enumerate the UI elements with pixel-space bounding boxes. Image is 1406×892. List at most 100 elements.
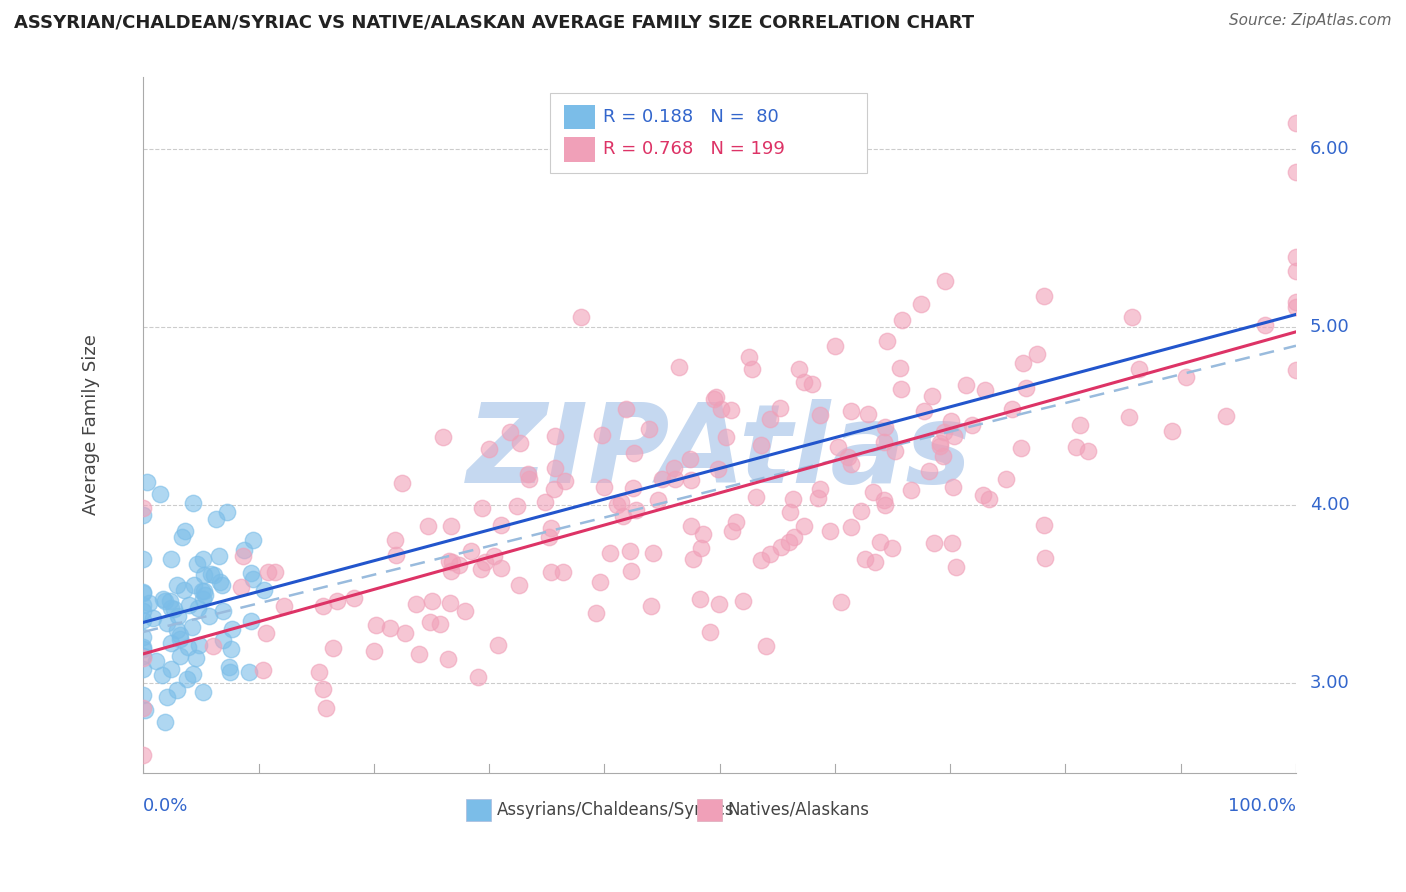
Point xyxy=(941,536,963,550)
Point xyxy=(215,505,238,519)
Point xyxy=(942,429,965,443)
Point xyxy=(921,389,943,403)
Point xyxy=(163,602,186,616)
Point xyxy=(326,594,349,608)
Point xyxy=(252,663,274,677)
Point xyxy=(194,588,217,602)
Point xyxy=(159,552,181,566)
Point xyxy=(191,552,214,566)
Point xyxy=(232,549,254,563)
Point xyxy=(1285,363,1308,377)
Point xyxy=(176,672,198,686)
Point xyxy=(1012,356,1035,370)
Point xyxy=(818,524,841,538)
Point xyxy=(132,598,155,612)
Point xyxy=(1066,440,1088,454)
Point xyxy=(1001,402,1024,417)
Point xyxy=(977,492,1000,507)
Point xyxy=(710,401,733,416)
Point xyxy=(132,586,155,600)
Point xyxy=(620,564,643,578)
Point xyxy=(1174,370,1197,384)
Text: 6.00: 6.00 xyxy=(1310,140,1350,158)
Point xyxy=(551,566,574,580)
Point xyxy=(647,493,669,508)
Point xyxy=(419,615,441,630)
Point xyxy=(460,544,482,558)
Point xyxy=(783,530,806,544)
Point xyxy=(749,438,772,452)
Point xyxy=(308,665,330,680)
Point xyxy=(315,701,337,715)
Point xyxy=(181,496,204,510)
Point xyxy=(856,407,879,421)
Point xyxy=(942,480,965,494)
Point xyxy=(900,483,922,497)
Point xyxy=(177,640,200,654)
Point xyxy=(219,642,242,657)
Point xyxy=(138,596,160,610)
Point xyxy=(589,574,612,589)
Point xyxy=(132,650,155,665)
Point xyxy=(440,564,463,578)
Point xyxy=(202,568,225,582)
Point xyxy=(599,546,621,560)
Point xyxy=(606,499,628,513)
Point xyxy=(891,312,914,326)
Text: 4.00: 4.00 xyxy=(1310,496,1350,514)
Point xyxy=(166,683,188,698)
Point xyxy=(808,408,831,422)
Point xyxy=(787,362,810,376)
Point xyxy=(839,404,862,418)
Point xyxy=(239,614,262,628)
Point xyxy=(827,440,849,454)
Point xyxy=(807,491,830,506)
Point xyxy=(912,404,935,418)
Point xyxy=(1215,409,1237,423)
Point xyxy=(540,566,562,580)
Point xyxy=(416,519,439,533)
Point xyxy=(508,578,530,592)
Point xyxy=(177,599,200,613)
Text: Natives/Alaskans: Natives/Alaskans xyxy=(727,801,869,819)
Point xyxy=(941,414,963,428)
Point xyxy=(853,552,876,566)
Point xyxy=(679,452,702,467)
Point xyxy=(516,467,538,481)
Point xyxy=(641,546,664,560)
Point xyxy=(408,648,430,662)
Point xyxy=(1032,517,1054,532)
Point xyxy=(218,660,240,674)
Point xyxy=(543,483,565,497)
Point xyxy=(955,378,977,392)
Point xyxy=(517,472,540,486)
Point xyxy=(169,627,191,641)
Point xyxy=(1015,380,1038,394)
Point xyxy=(166,578,188,592)
Point xyxy=(211,578,233,592)
Text: ASSYRIAN/CHALDEAN/SYRIAC VS NATIVE/ALASKAN AVERAGE FAMILY SIZE CORRELATION CHART: ASSYRIAN/CHALDEAN/SYRIAC VS NATIVE/ALASK… xyxy=(14,13,974,31)
Point xyxy=(150,668,173,682)
Point xyxy=(922,535,945,549)
Point xyxy=(499,425,522,439)
Point xyxy=(219,665,242,679)
Point xyxy=(471,501,494,516)
Point xyxy=(974,383,997,397)
Point xyxy=(209,574,232,589)
Point xyxy=(910,297,932,311)
Point xyxy=(1033,551,1056,566)
Point xyxy=(714,430,737,444)
Point xyxy=(808,482,831,496)
Point xyxy=(1118,410,1140,425)
Point xyxy=(779,505,801,519)
Point xyxy=(703,392,725,406)
Point xyxy=(614,402,637,417)
Point xyxy=(506,499,529,513)
Point xyxy=(1161,425,1184,439)
Point xyxy=(664,472,686,486)
Point xyxy=(322,641,344,656)
Point xyxy=(132,648,155,663)
Point xyxy=(1285,294,1308,309)
Point xyxy=(682,552,704,566)
Point xyxy=(699,625,721,640)
